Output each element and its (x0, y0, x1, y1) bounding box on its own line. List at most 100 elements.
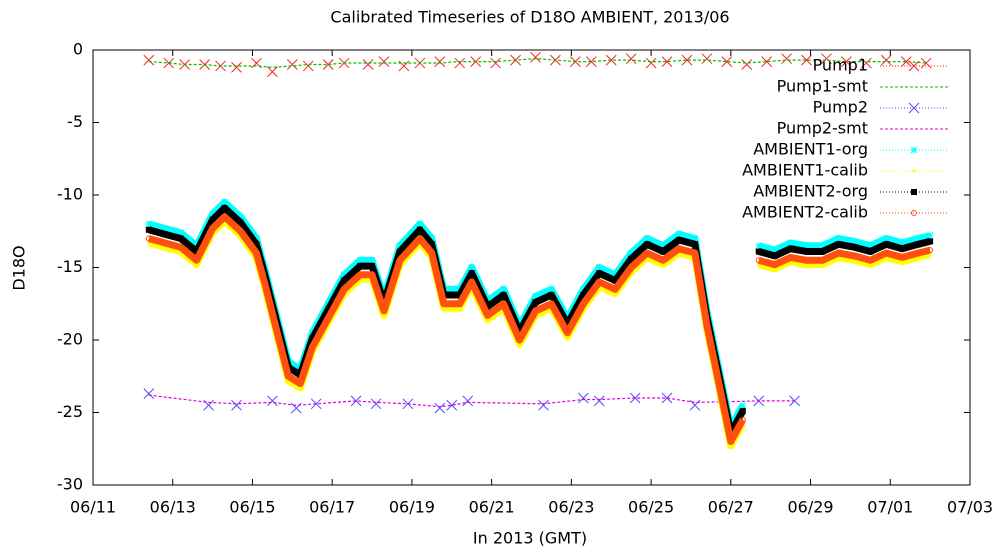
marker (660, 257, 667, 264)
marker (926, 232, 934, 239)
marker (434, 56, 446, 67)
marker (416, 226, 423, 233)
marker (908, 60, 920, 72)
marker (627, 249, 635, 257)
marker (564, 321, 571, 328)
x-tick-label: 07/01 (867, 498, 913, 517)
marker (803, 257, 810, 264)
marker (773, 267, 777, 271)
marker (357, 271, 364, 278)
marker (645, 57, 657, 69)
marker (253, 250, 260, 256)
marker (835, 235, 842, 242)
marker (177, 229, 185, 237)
marker (362, 59, 374, 70)
marker (209, 216, 216, 223)
marker (285, 373, 292, 380)
marker (927, 247, 934, 254)
marker (577, 392, 589, 404)
marker (721, 56, 733, 67)
marker (899, 245, 906, 252)
marker (458, 306, 462, 310)
marker (396, 257, 403, 264)
marker (548, 300, 555, 307)
marker (628, 255, 635, 262)
marker (357, 263, 364, 270)
marker (302, 60, 314, 72)
marker (927, 238, 934, 245)
marker (787, 254, 794, 261)
marker (161, 231, 168, 238)
marker (868, 263, 872, 267)
marker (908, 102, 920, 114)
marker (370, 398, 382, 410)
marker (580, 292, 587, 299)
marker (867, 248, 874, 255)
y-tick-label: -20 (57, 330, 83, 349)
legend-label: Pump1 (813, 56, 868, 75)
marker (883, 250, 890, 256)
marker (681, 54, 693, 66)
marker (781, 53, 792, 65)
marker (322, 59, 334, 70)
marker (914, 235, 922, 242)
marker (378, 56, 390, 67)
marker (428, 250, 435, 256)
marker (612, 286, 619, 293)
marker (221, 205, 228, 212)
marker (396, 248, 403, 255)
marker (310, 398, 322, 410)
marker (381, 308, 388, 314)
marker (819, 257, 826, 264)
marker (237, 219, 244, 226)
legend-label: AMBIENT2-org (753, 182, 868, 201)
marker (605, 54, 617, 66)
marker (484, 312, 491, 319)
marker (193, 257, 200, 264)
x-tick-label: 06/15 (229, 498, 275, 517)
marker (298, 386, 302, 390)
marker (629, 392, 641, 404)
marker (143, 54, 155, 66)
legend-label: Pump2 (813, 98, 868, 117)
legend-label: Pump2-smt (777, 119, 868, 138)
marker (580, 300, 587, 307)
marker (564, 329, 571, 336)
marker (644, 241, 651, 248)
x-tick-label: 06/27 (708, 498, 754, 517)
marker (691, 235, 699, 242)
marker (548, 292, 555, 299)
marker (462, 395, 474, 407)
marker (565, 335, 569, 339)
x-tick-label: 06/17 (309, 498, 355, 517)
marker (221, 198, 228, 206)
marker (193, 248, 200, 255)
marker (755, 242, 763, 250)
marker (898, 239, 906, 247)
y-tick-label: -5 (67, 112, 83, 131)
marker (454, 57, 466, 69)
marker (416, 220, 424, 228)
marker (369, 271, 376, 278)
marker (309, 335, 316, 342)
marker (177, 244, 184, 251)
marker (643, 235, 651, 242)
marker (803, 248, 810, 255)
marker (145, 226, 152, 233)
marker (739, 401, 747, 409)
marker (739, 416, 746, 423)
marker (446, 399, 458, 411)
marker (911, 210, 917, 216)
marker (325, 315, 332, 322)
marker (416, 235, 423, 242)
marker (701, 53, 713, 65)
marker (900, 260, 904, 264)
marker (900, 56, 912, 67)
marker (596, 270, 603, 277)
marker (231, 62, 242, 73)
marker (309, 344, 316, 351)
marker (396, 242, 404, 250)
marker (195, 263, 199, 267)
chart-title: Calibrated Timeseries of D18O AMBIENT, 2… (330, 8, 729, 27)
